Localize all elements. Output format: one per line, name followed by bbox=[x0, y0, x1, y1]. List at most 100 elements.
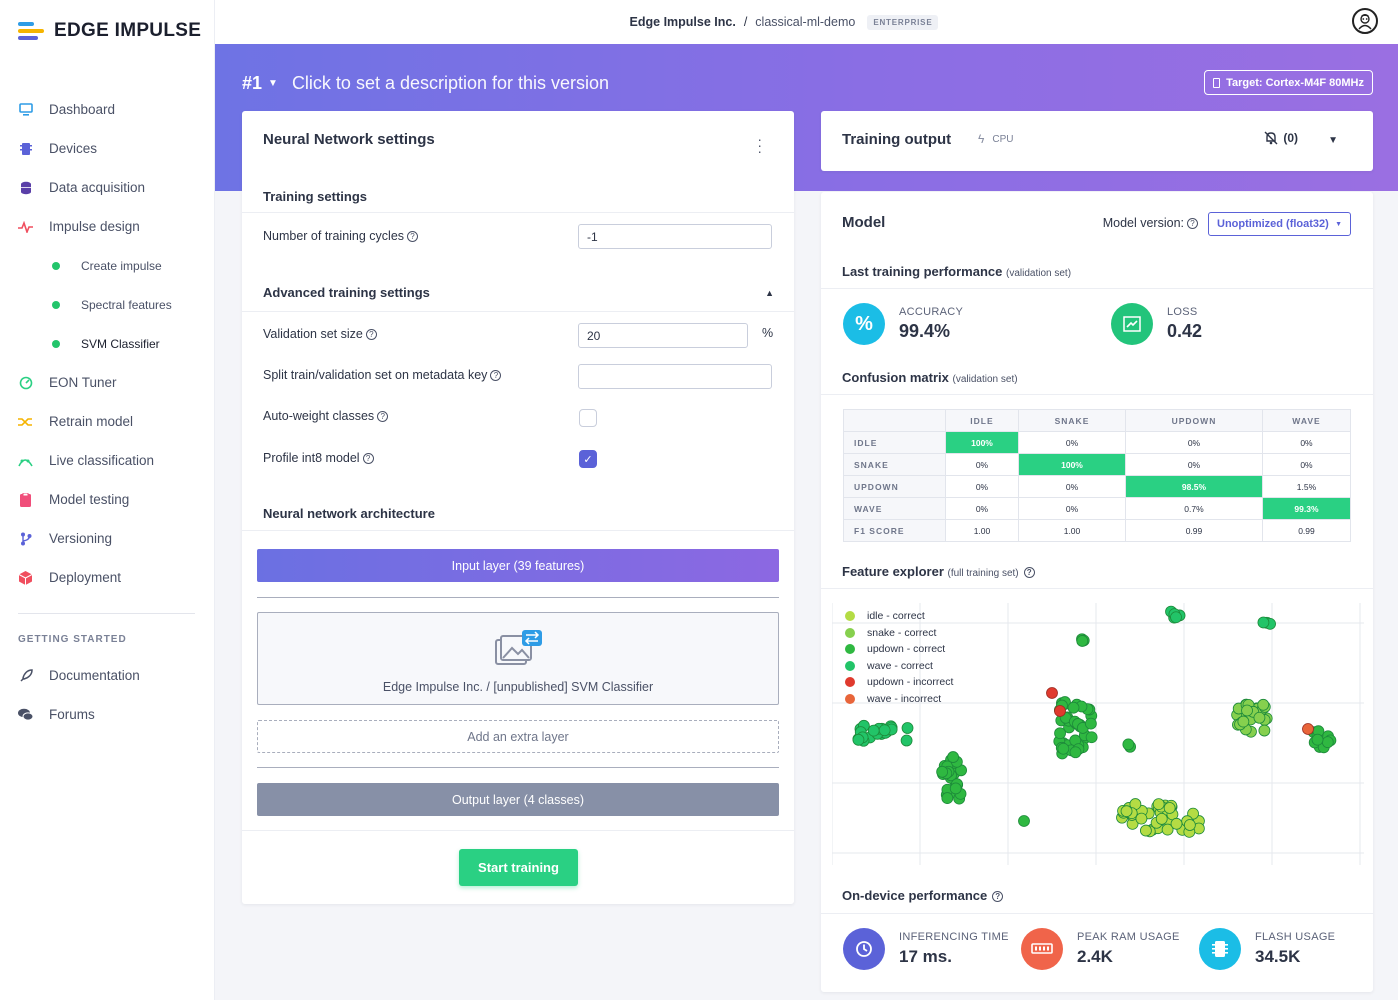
scatter-point[interactable] bbox=[1183, 819, 1196, 831]
scatter-point[interactable] bbox=[1155, 813, 1168, 825]
input-layer[interactable]: Input layer (39 features) bbox=[257, 549, 779, 582]
legend-item[interactable]: updown - incorrect bbox=[845, 674, 953, 691]
legend-item[interactable]: snake - correct bbox=[845, 625, 953, 642]
feature-explorer-plot[interactable]: idle - correct snake - correct updown - co… bbox=[831, 603, 1364, 865]
sidebar-item-live-classification[interactable]: Live classification bbox=[0, 441, 215, 480]
heading-text: Last training performance bbox=[842, 264, 1003, 279]
sidebar-item-eon-tuner[interactable]: EON Tuner bbox=[0, 363, 215, 402]
legend-item[interactable]: wave - incorrect bbox=[845, 691, 953, 708]
sidebar-item-versioning[interactable]: Versioning bbox=[0, 519, 215, 558]
chart-line-icon bbox=[1111, 303, 1153, 345]
branch-icon bbox=[18, 531, 33, 546]
breadcrumb-project[interactable]: classical-ml-demo bbox=[755, 15, 856, 29]
validation-size-input[interactable]: 20 bbox=[578, 323, 748, 348]
target-device-button[interactable]: Target: Cortex-M4F 80MHz bbox=[1204, 70, 1373, 95]
avatar[interactable] bbox=[1352, 8, 1378, 34]
sidebar-item-deployment[interactable]: Deployment bbox=[0, 558, 215, 597]
scatter-point[interactable] bbox=[1170, 611, 1182, 624]
scatter-point[interactable] bbox=[852, 733, 865, 746]
training-cycles-input[interactable]: -1 bbox=[578, 224, 772, 249]
help-icon[interactable]: ? bbox=[365, 329, 377, 341]
sidebar-subitem-create-impulse[interactable]: Create impulse bbox=[0, 246, 215, 285]
scatter-point[interactable] bbox=[1163, 802, 1176, 814]
svm-classifier-block[interactable]: Edge Impulse Inc. / [unpublished] SVM Cl… bbox=[257, 612, 779, 705]
scatter-point[interactable] bbox=[949, 782, 962, 795]
scatter-point[interactable] bbox=[1257, 616, 1270, 629]
scatter-point[interactable] bbox=[901, 722, 914, 734]
help-icon[interactable]: ? bbox=[362, 453, 374, 465]
profile-int8-checkbox[interactable]: ✓ bbox=[579, 450, 597, 468]
sidebar-item-dashboard[interactable]: Dashboard bbox=[0, 90, 215, 129]
model-version-select[interactable]: Unoptimized (float32) ▼ bbox=[1208, 212, 1351, 236]
scatter-point[interactable] bbox=[1258, 724, 1271, 737]
sidebar-item-impulse-design[interactable]: Impulse design bbox=[0, 207, 215, 246]
kebab-menu-icon[interactable]: · · · bbox=[757, 131, 762, 159]
scatter-point-incorrect[interactable] bbox=[1302, 723, 1314, 735]
scatter-point[interactable] bbox=[1076, 635, 1089, 647]
scatter-point[interactable] bbox=[1057, 742, 1070, 755]
sidebar-subitem-svm-classifier[interactable]: SVM Classifier bbox=[0, 324, 215, 363]
scatter-point[interactable] bbox=[1237, 715, 1250, 728]
scatter-point[interactable] bbox=[1122, 738, 1135, 751]
scatter-point[interactable] bbox=[1161, 823, 1174, 836]
scatter-point[interactable] bbox=[1253, 711, 1266, 724]
legend-item[interactable]: updown - correct bbox=[845, 641, 953, 658]
scatter-point[interactable] bbox=[947, 751, 959, 763]
scatter-point[interactable] bbox=[1321, 736, 1334, 749]
scatter-point-incorrect[interactable] bbox=[1046, 687, 1058, 699]
scatter-point[interactable] bbox=[1120, 805, 1133, 818]
cm-cell: 0% bbox=[945, 453, 1019, 476]
output-layer[interactable]: Output layer (4 classes) bbox=[257, 783, 779, 816]
sidebar-item-devices[interactable]: Devices bbox=[0, 129, 215, 168]
version-description[interactable]: Click to set a description for this vers… bbox=[291, 73, 610, 93]
scatter-point[interactable] bbox=[1085, 731, 1098, 744]
scatter-point[interactable] bbox=[1257, 698, 1270, 711]
sidebar-item-documentation[interactable]: Documentation bbox=[0, 656, 215, 695]
legend-item[interactable]: wave - correct bbox=[845, 658, 953, 675]
scatter-point[interactable] bbox=[1311, 733, 1324, 746]
add-extra-layer-button[interactable]: Add an extra layer bbox=[257, 720, 779, 753]
scatter-point[interactable] bbox=[1170, 817, 1183, 830]
scatter-point[interactable] bbox=[1241, 704, 1253, 717]
scatter-point[interactable] bbox=[878, 724, 891, 737]
scatter-point[interactable] bbox=[1054, 727, 1066, 740]
scatter-point[interactable] bbox=[867, 724, 880, 737]
split-metadata-input[interactable] bbox=[578, 364, 772, 389]
scatter-point[interactable] bbox=[1067, 701, 1080, 714]
feature-explorer-svg[interactable] bbox=[831, 603, 1364, 865]
scatter-point[interactable] bbox=[1084, 717, 1097, 730]
sidebar-subitem-spectral-features[interactable]: Spectral features bbox=[0, 285, 215, 324]
sidebar-item-model-testing[interactable]: Model testing bbox=[0, 480, 215, 519]
legend-item[interactable]: idle - correct bbox=[845, 608, 953, 625]
scatter-point[interactable] bbox=[1135, 812, 1148, 825]
sidebar-subitem-label: Spectral features bbox=[81, 297, 172, 312]
collapse-icon[interactable]: ▲ bbox=[765, 288, 774, 298]
scatter-point-incorrect[interactable] bbox=[1054, 705, 1066, 717]
scatter-point[interactable] bbox=[941, 792, 954, 804]
scatter-point[interactable] bbox=[1140, 824, 1152, 837]
scatter-point[interactable] bbox=[1018, 815, 1030, 827]
help-icon[interactable]: ? bbox=[1023, 567, 1035, 579]
cm-cell: 0% bbox=[1261, 431, 1352, 454]
help-icon[interactable]: ? bbox=[377, 411, 389, 423]
sidebar-item-forums[interactable]: Forums bbox=[0, 695, 215, 734]
divider bbox=[257, 767, 779, 768]
auto-weight-checkbox[interactable] bbox=[579, 409, 597, 427]
breadcrumb-org[interactable]: Edge Impulse Inc. bbox=[629, 15, 736, 29]
scatter-point[interactable] bbox=[1152, 798, 1165, 811]
help-icon[interactable]: ? bbox=[1187, 218, 1198, 230]
sidebar-subitem-label: Create impulse bbox=[81, 258, 162, 273]
sidebar-item-data-acquisition[interactable]: Data acquisition bbox=[0, 168, 215, 207]
scatter-point[interactable] bbox=[900, 734, 913, 747]
help-icon[interactable]: ? bbox=[490, 370, 502, 382]
help-icon[interactable]: ? bbox=[407, 231, 419, 243]
logo[interactable]: EDGE IMPULSE bbox=[18, 20, 201, 42]
version-selector[interactable]: #1 ▼ Click to set a description for this… bbox=[242, 73, 609, 94]
scatter-point[interactable] bbox=[1069, 746, 1082, 759]
help-icon[interactable]: ? bbox=[992, 891, 1004, 903]
start-training-button[interactable]: Start training bbox=[459, 849, 578, 886]
notifications-toggle[interactable]: (0) bbox=[1264, 131, 1298, 145]
caret-down-icon[interactable]: ▼ bbox=[1328, 135, 1338, 146]
scatter-point[interactable] bbox=[936, 765, 949, 778]
sidebar-item-retrain-model[interactable]: Retrain model bbox=[0, 402, 215, 441]
